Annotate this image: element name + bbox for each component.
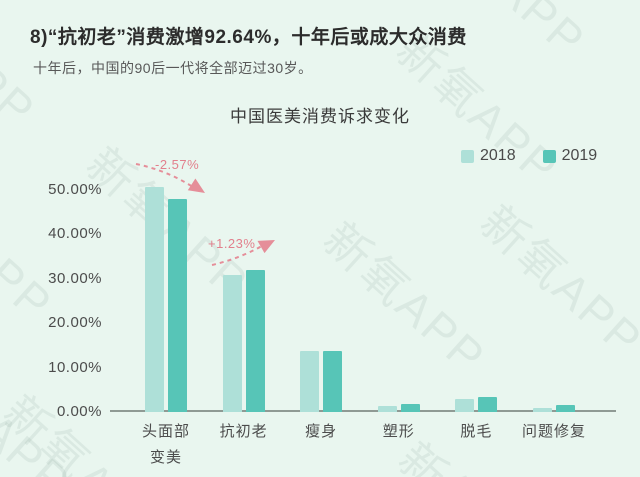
category-label-line: 头面部: [141, 423, 190, 440]
bar-2019-脱毛: [478, 396, 498, 412]
category-label-问题修复: 问题修复: [506, 419, 602, 445]
category-label-瘦身: 瘦身: [273, 419, 369, 445]
bar-2019-塑形: [400, 404, 420, 412]
bar-2018-脱毛: [455, 399, 475, 412]
category-label-line: 塑形: [382, 423, 415, 440]
category-label-line: 变美: [149, 449, 182, 466]
bar-2019-头面部变美: [168, 198, 187, 412]
legend-item-2019: 2019: [542, 147, 598, 165]
category-label-line: 问题修复: [521, 423, 586, 440]
y-axis-tick: 20.00%: [48, 314, 102, 331]
category-label-line: 瘦身: [305, 423, 338, 440]
page-subtitle: 十年后，中国的90后一代将全部迈过30岁。: [33, 60, 313, 76]
bar-2018-瘦身: [300, 351, 320, 412]
annotation-decrease: -2.57%: [155, 157, 200, 172]
category-label-脱毛: 脱毛: [428, 419, 524, 445]
y-axis-tick: 40.00%: [48, 225, 102, 242]
category-label-line: 抗初老: [219, 423, 268, 440]
category-label-塑形: 塑形: [351, 419, 447, 445]
annotation-increase: +1.23%: [208, 236, 256, 251]
bar-2018-头面部变美: [145, 187, 164, 412]
category-label-抗初老: 抗初老: [196, 419, 292, 445]
bar-2019-抗初老: [245, 269, 265, 412]
category-label-line: 脱毛: [460, 423, 493, 440]
x-axis-line: [110, 410, 616, 412]
category-label-头面部变美: 头面部 变美: [118, 419, 214, 471]
y-axis-tick: 50.00%: [48, 180, 102, 198]
y-axis-tick: 0.00%: [56, 403, 102, 420]
bar-2019-问题修复: [556, 405, 575, 412]
bar-2019-瘦身: [323, 350, 343, 412]
legend-swatch-icon: [461, 149, 474, 163]
legend-swatch-icon: [542, 149, 556, 163]
legend-label: 2019: [561, 147, 598, 164]
page-title: 8)“抗初老”消费激增92.64%，十年后或成大众消费: [30, 27, 467, 48]
y-axis-tick: 10.00%: [48, 358, 102, 376]
bar-2018-抗初老: [222, 274, 242, 412]
bar-2018-塑形: [377, 406, 397, 412]
bar-2018-问题修复: [533, 407, 552, 412]
legend-label: 2018: [480, 147, 516, 164]
legend-item-2018: 2018: [461, 147, 516, 165]
chart-title: 中国医美消费诉求变化: [230, 107, 410, 126]
chart-legend: 2018 2019: [461, 147, 597, 165]
y-axis-tick: 30.00%: [48, 269, 102, 287]
